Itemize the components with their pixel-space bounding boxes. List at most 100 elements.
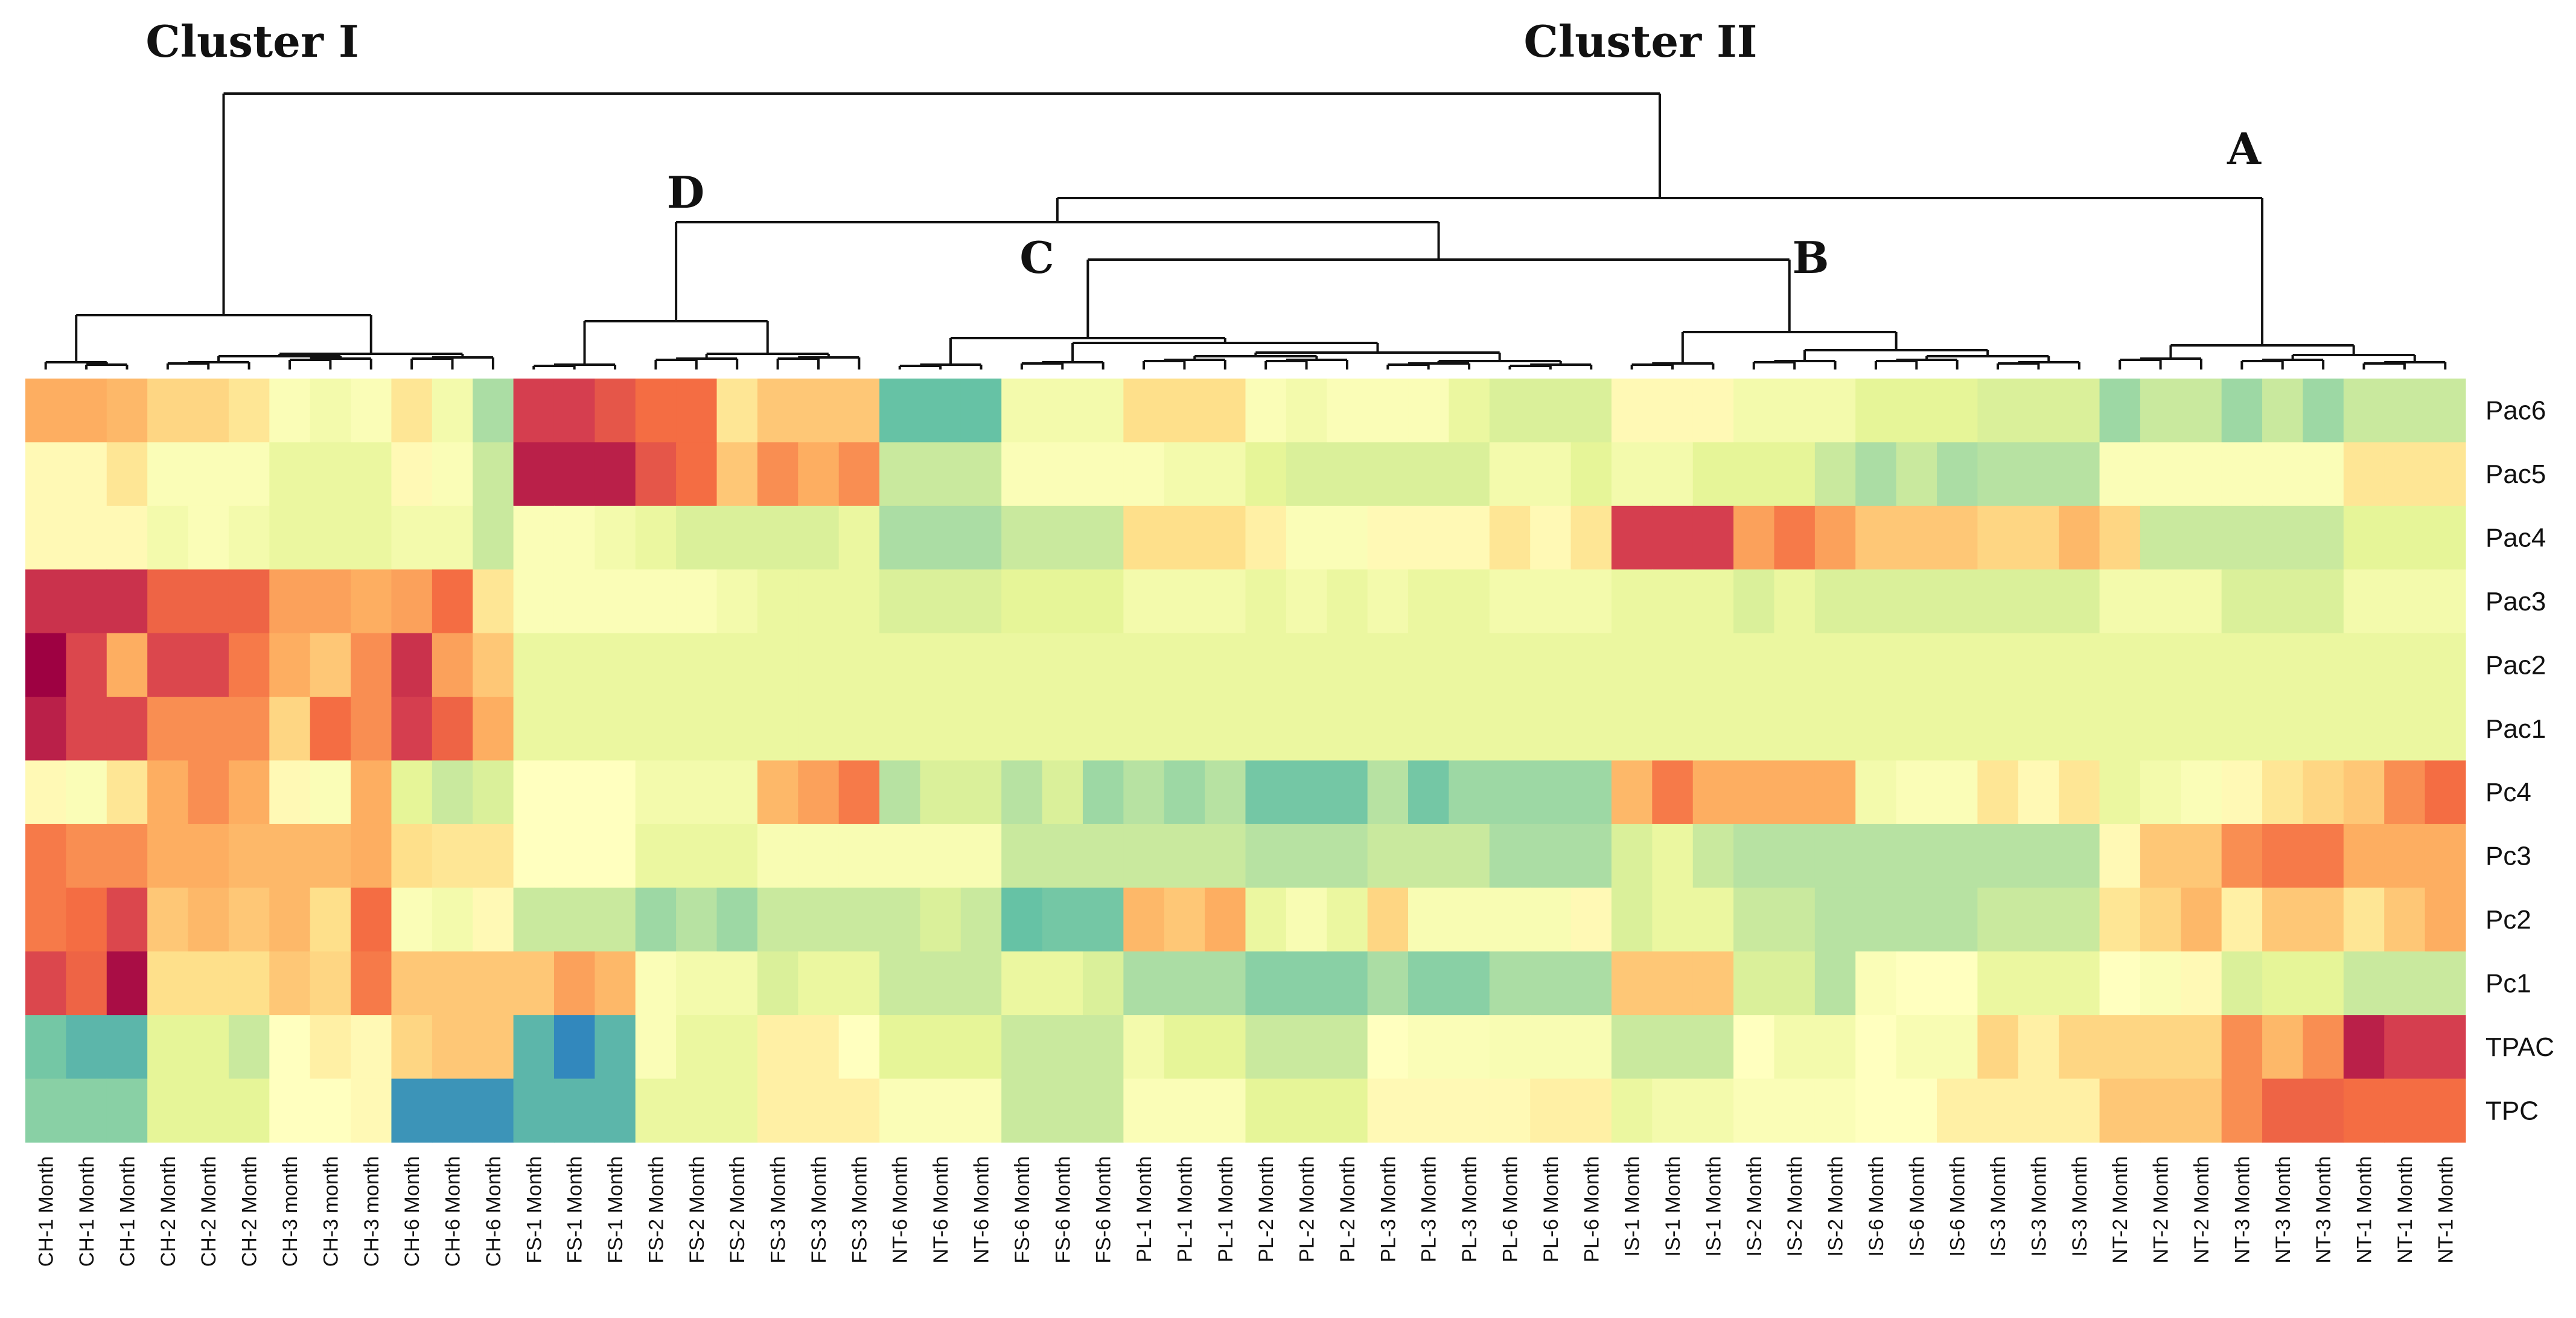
heatmap-cell (1286, 951, 1327, 1016)
heatmap-cell (838, 442, 880, 507)
heatmap-cell (1692, 379, 1734, 443)
heatmap-cell (1367, 633, 1409, 697)
heatmap-cell (757, 697, 799, 761)
heatmap-cell (1855, 569, 1897, 634)
heatmap-cell (66, 888, 107, 952)
column-label: FS-1 Month (523, 1156, 546, 1264)
heatmap-cell (2303, 505, 2344, 570)
column-label: CH-1 Month (116, 1156, 139, 1267)
heatmap-cell (553, 633, 595, 697)
heatmap-cell (1164, 569, 1205, 634)
heatmap-cell (920, 888, 961, 952)
heatmap-cell (1814, 1015, 1856, 1080)
heatmap-cell (1530, 697, 1572, 761)
heatmap-cell (106, 633, 148, 697)
heatmap-cell (1164, 505, 1205, 570)
heatmap-cell (1692, 1078, 1734, 1143)
heatmap-cell (269, 760, 311, 825)
heatmap-cell (879, 888, 921, 952)
heatmap-cell (1164, 824, 1205, 888)
heatmap-cell (1123, 442, 1165, 507)
heatmap-cell (1814, 505, 1856, 570)
heatmap-cell (757, 569, 799, 634)
column-label: NT-6 Month (971, 1156, 993, 1264)
heatmap-cell (1205, 442, 1246, 507)
heatmap-cell (2221, 442, 2263, 507)
heatmap-cell (1733, 1078, 1775, 1143)
heatmap-cell (147, 569, 189, 634)
heatmap-cell (1530, 1078, 1572, 1143)
heatmap-cell (106, 442, 148, 507)
heatmap-cell (188, 569, 229, 634)
heatmap-cell (2303, 824, 2344, 888)
column-label: CH-2 Month (238, 1156, 261, 1267)
heatmap-cell (635, 697, 677, 761)
heatmap-cell (2343, 760, 2385, 825)
heatmap-cell (432, 633, 473, 697)
heatmap-cell (553, 760, 595, 825)
heatmap-cell (2099, 697, 2141, 761)
column-label: PL-3 Month (1377, 1156, 1400, 1262)
heatmap-cell (838, 1078, 880, 1143)
heatmap-cell (1855, 888, 1897, 952)
heatmap-cell (66, 760, 107, 825)
column-label: NT-3 Month (2272, 1156, 2295, 1264)
heatmap-cell (2018, 633, 2059, 697)
heatmap-cell (1652, 442, 1694, 507)
heatmap-cell (2181, 505, 2222, 570)
heatmap-cell (879, 633, 921, 697)
heatmap-cell (1367, 379, 1409, 443)
column-label: NT-2 Month (2109, 1156, 2132, 1264)
heatmap-cell (2221, 951, 2263, 1016)
column-label: IS-3 Month (2027, 1156, 2050, 1256)
heatmap-cell (1327, 1015, 1368, 1080)
heatmap-cell (1774, 569, 1816, 634)
heatmap-cell (1082, 697, 1124, 761)
heatmap-cell (2099, 1015, 2141, 1080)
heatmap-cell (1652, 951, 1694, 1016)
heatmap-cell (757, 760, 799, 825)
heatmap-cell (920, 1078, 961, 1143)
heatmap-cell (147, 379, 189, 443)
heatmap-cell (1042, 442, 1083, 507)
heatmap-cell (2303, 1015, 2344, 1080)
heatmap-cell (1692, 697, 1734, 761)
heatmap-cell (2262, 1078, 2304, 1143)
column-label: NT-3 Month (2312, 1156, 2335, 1264)
heatmap-cell (2384, 505, 2426, 570)
heatmap-cell (838, 951, 880, 1016)
heatmap-cell (1611, 888, 1653, 952)
heatmap-cell (920, 505, 961, 570)
heatmap-cell (838, 505, 880, 570)
heatmap-cell (553, 951, 595, 1016)
heatmap-cell (1937, 379, 1978, 443)
heatmap-cell (1001, 1078, 1043, 1143)
heatmap-cell (432, 569, 473, 634)
heatmap-cell (757, 824, 799, 888)
column-label: PL-6 Month (1540, 1156, 1563, 1262)
heatmap-cell (1977, 824, 2019, 888)
heatmap-cell (147, 505, 189, 570)
heatmap-cell (1530, 824, 1572, 888)
column-label: PL-1 Month (1214, 1156, 1237, 1262)
heatmap-cell (2303, 633, 2344, 697)
heatmap-cell (1327, 1078, 1368, 1143)
heatmap-cell (838, 633, 880, 697)
heatmap-cell (513, 1078, 555, 1143)
heatmap-cell (228, 951, 270, 1016)
heatmap-cell (513, 760, 555, 825)
heatmap-cell (1530, 442, 1572, 507)
heatmap-cell (879, 697, 921, 761)
column-label: CH-2 Month (157, 1156, 180, 1267)
heatmap-cell (1042, 505, 1083, 570)
heatmap-cell (2099, 888, 2141, 952)
heatmap-cell (2018, 824, 2059, 888)
column-label: PL-6 Month (1499, 1156, 1522, 1262)
heatmap-cell (2262, 1015, 2304, 1080)
heatmap-cell (351, 760, 392, 825)
heatmap-cell (676, 633, 718, 697)
heatmap-cell (2018, 505, 2059, 570)
heatmap-cell (351, 442, 392, 507)
heatmap-cell (2099, 633, 2141, 697)
heatmap-cell (106, 760, 148, 825)
